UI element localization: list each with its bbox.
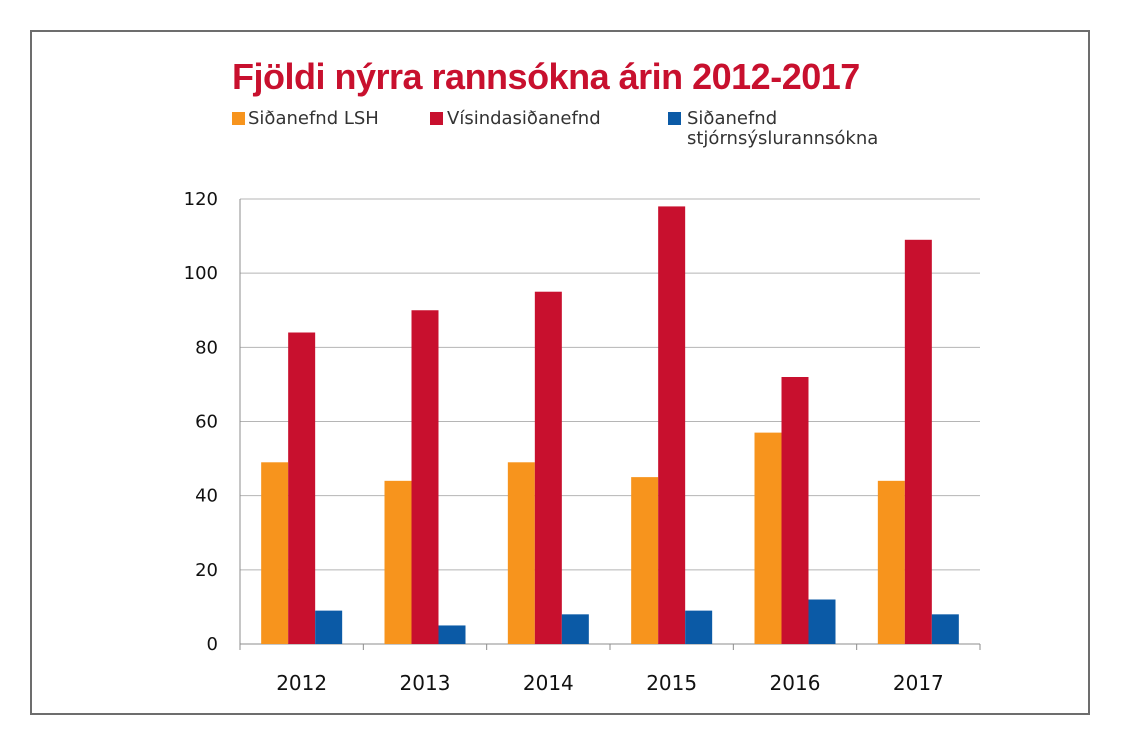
bar-series0-2014 <box>507 462 535 644</box>
x-tick-label-2015: 2015 <box>646 671 697 695</box>
bar-series1-2012 <box>288 332 316 644</box>
legend-label-sidanefnd-lsh: Siðanefnd LSH <box>248 108 379 129</box>
y-tick-label-60: 60 <box>195 412 218 433</box>
x-tick-label-2012: 2012 <box>276 671 327 695</box>
legend-label-sidanefnd-line2: stjórnsýslurannsókna <box>687 128 879 149</box>
y-tick-label-120: 120 <box>184 189 218 210</box>
legend-label-visindasidanefnd: Vísindasiðanefnd <box>447 108 601 129</box>
legend-swatch-sidanefnd-lsh <box>232 112 245 125</box>
bar-series0-2015 <box>631 477 659 644</box>
bar-series2-2014 <box>561 614 589 644</box>
chart-title: Fjöldi nýrra rannsókna árin 2012-2017 <box>232 56 860 97</box>
bar-series2-2017 <box>931 614 959 644</box>
y-tick-label-20: 20 <box>195 560 218 581</box>
x-tick-label-2013: 2013 <box>400 671 451 695</box>
bar-series0-2012 <box>261 462 289 644</box>
bar-series1-2016 <box>781 377 809 644</box>
legend-label-sidanefnd-line1: Siðanefnd <box>687 108 778 129</box>
x-tick-label-2014: 2014 <box>523 671 574 695</box>
bar-series2-2013 <box>438 625 466 644</box>
x-tick-label-2017: 2017 <box>893 671 944 695</box>
legend-swatch-sidanefnd-stjornsyslurannsokna <box>668 112 681 125</box>
y-tick-label-40: 40 <box>195 486 218 507</box>
bar-series2-2016 <box>808 599 836 644</box>
bar-series0-2017 <box>877 480 905 644</box>
y-tick-label-0: 0 <box>207 634 218 655</box>
bar-series0-2016 <box>754 432 782 644</box>
bar-series0-2013 <box>384 480 412 644</box>
x-tick-label-2016: 2016 <box>770 671 821 695</box>
bar-series2-2015 <box>685 610 713 644</box>
bar-series1-2015 <box>658 206 686 644</box>
bar-series1-2014 <box>534 291 562 644</box>
bar-series1-2017 <box>904 239 932 644</box>
bar-series2-2012 <box>315 610 343 644</box>
legend-swatch-visindasidanefnd <box>430 112 443 125</box>
y-tick-label-100: 100 <box>184 263 218 284</box>
y-tick-label-80: 80 <box>195 337 218 358</box>
bar-series1-2013 <box>411 310 439 644</box>
